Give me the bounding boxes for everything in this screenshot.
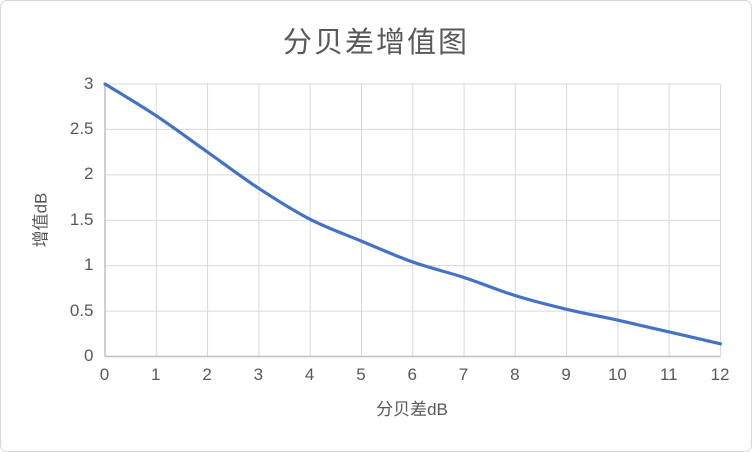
y-tick-label: 1 [84, 255, 94, 275]
y-tick-label: 1.5 [69, 209, 94, 229]
x-tick-label: 2 [202, 365, 212, 384]
plot-area [102, 81, 722, 357]
x-tick-label: 5 [356, 365, 366, 384]
x-tick-label: 9 [561, 365, 571, 384]
y-tick-label: 2.5 [69, 118, 94, 138]
y-tick-label: 0 [84, 346, 94, 365]
x-tick-label: 7 [458, 365, 469, 384]
x-tick-label: 8 [510, 365, 520, 384]
x-axis-title: 分贝差dB [376, 400, 448, 419]
x-tick-label: 3 [253, 365, 264, 384]
x-tick-label: 6 [407, 365, 417, 384]
x-tick-label: 0 [99, 365, 110, 384]
y-tick-label: 0.5 [69, 300, 94, 320]
y-tick-label: 2 [84, 164, 94, 184]
x-tick-label: 4 [304, 365, 315, 384]
line-chart-plot [102, 81, 722, 357]
chart-title: 分贝差增值图 [282, 27, 469, 59]
x-tick-label: 11 [659, 365, 678, 384]
y-axis-title: 增值dB [31, 192, 51, 248]
x-tick-label: 1 [151, 365, 161, 384]
x-tick-label: 12 [710, 365, 730, 384]
y-tick-label: 3 [84, 73, 94, 93]
series-line [102, 81, 722, 345]
x-tick-label: 10 [607, 365, 627, 384]
